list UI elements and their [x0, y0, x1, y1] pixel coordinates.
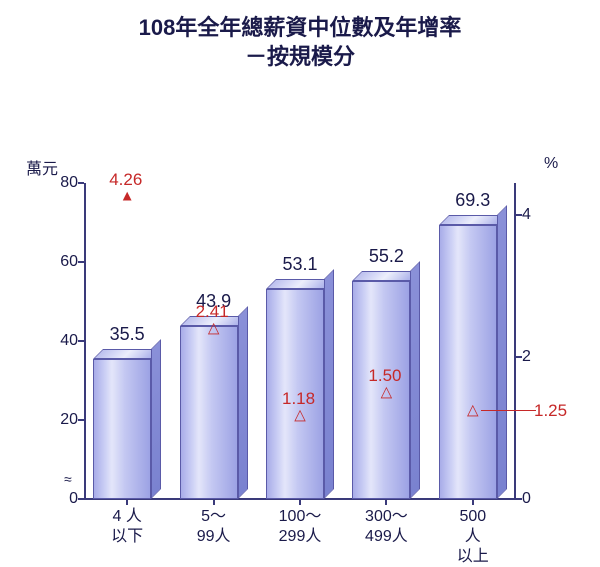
plot-area: 020406080≈02435.5▲4.264 人 以下43.9△2.415～ …	[84, 183, 516, 499]
category-label: 100～ 299人	[279, 499, 322, 547]
bar	[180, 326, 238, 499]
x-tick	[126, 499, 128, 505]
rate-marker: ▲	[120, 188, 135, 203]
category-label: 500 人 以上	[451, 499, 494, 567]
y-left-tick-label: 0	[69, 490, 84, 508]
category-label: 5～ 99人	[197, 499, 231, 547]
y-right-label: %	[544, 155, 558, 173]
rate-value: 1.18	[282, 389, 315, 409]
rate-value: 2.41	[196, 302, 229, 322]
y-left-tick-label: 80	[60, 174, 84, 192]
x-tick	[299, 499, 301, 505]
bar	[439, 225, 497, 499]
y-left-label: 萬元	[26, 155, 58, 179]
bar-value: 69.3	[455, 190, 490, 211]
salary-chart: 萬元%020406080≈02435.5▲4.264 人 以下43.9△2.41…	[0, 71, 600, 501]
rate-marker: △	[381, 385, 393, 400]
y-left-tick-label: 40	[60, 332, 84, 350]
y-left-tick-label: 60	[60, 253, 84, 271]
bar	[93, 359, 151, 499]
y-right-tick-label: 4	[516, 206, 531, 224]
category-label: 300～ 499人	[365, 499, 408, 547]
bar-value: 35.5	[110, 324, 145, 345]
y-left-tick-label: 20	[60, 411, 84, 429]
x-tick	[385, 499, 387, 505]
rate-marker: △	[294, 408, 306, 423]
rate-marker: △	[208, 320, 220, 335]
chart-title: 108年全年總薪資中位數及年增率 －按規模分	[0, 0, 600, 71]
axis-break: ≈	[64, 476, 78, 483]
rate-marker: △	[467, 403, 479, 418]
bar-value: 53.1	[282, 254, 317, 275]
leader-line	[481, 410, 536, 411]
bar-value: 55.2	[369, 246, 404, 267]
rate-value: 1.50	[368, 366, 401, 386]
y-right-tick-label: 0	[516, 490, 531, 508]
x-tick	[213, 499, 215, 505]
y-right-tick-label: 2	[516, 348, 531, 366]
y-right-axis	[514, 183, 516, 499]
rate-value: 1.25	[534, 401, 567, 421]
category-label: 4 人 以下	[111, 499, 143, 547]
title-line-1: 108年全年總薪資中位數及年增率	[139, 15, 462, 40]
rate-value: 4.26	[109, 170, 142, 190]
title-line-2: －按規模分	[245, 44, 355, 69]
x-tick	[472, 499, 474, 505]
y-left-axis	[84, 183, 86, 499]
